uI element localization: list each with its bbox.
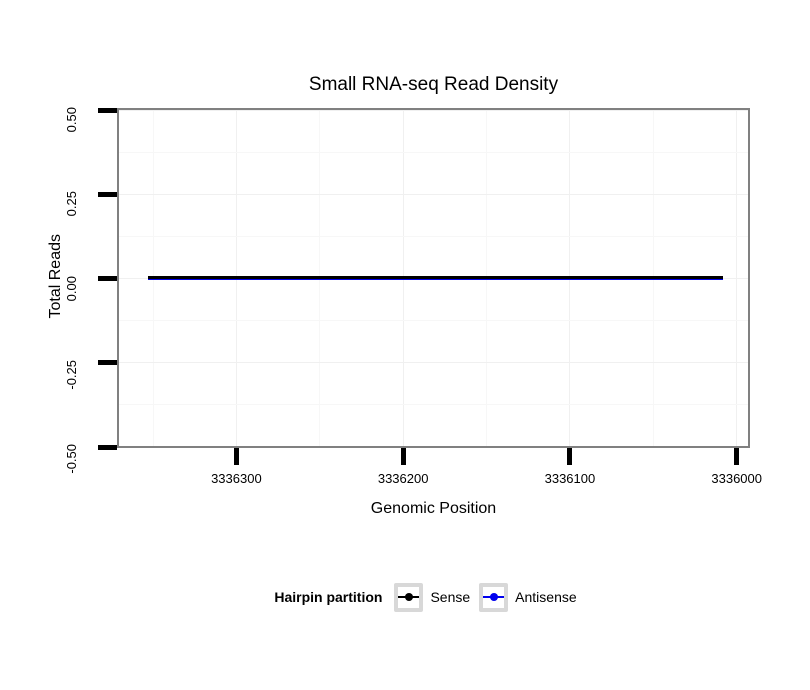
y-minor-gridline bbox=[117, 320, 750, 322]
y-tick bbox=[98, 360, 117, 366]
series-line-antisense bbox=[148, 277, 724, 280]
legend-entry-antisense: Antisense bbox=[479, 582, 577, 612]
y-tick bbox=[98, 276, 117, 281]
x-tick bbox=[233, 448, 239, 465]
y-tick-label: 0.00 bbox=[64, 275, 79, 301]
y-major-gridline bbox=[117, 109, 750, 111]
y-minor-gridline bbox=[117, 235, 750, 237]
sense-point-icon bbox=[404, 593, 413, 601]
y-major-gridline bbox=[117, 362, 750, 364]
y-tick-label: -0.50 bbox=[64, 444, 79, 474]
x-tick bbox=[734, 448, 740, 465]
y-tick bbox=[98, 191, 117, 197]
y-minor-gridline bbox=[117, 404, 750, 406]
x-tick-label: 3336100 bbox=[544, 471, 596, 486]
legend-entry-sense: Sense bbox=[394, 582, 471, 612]
y-tick-label: 0.50 bbox=[64, 107, 79, 133]
x-tick-label: 3336200 bbox=[377, 471, 429, 486]
chart-title: Small RNA-seq Read Density bbox=[308, 74, 559, 95]
series-line-sense bbox=[148, 276, 724, 279]
y-major-gridline bbox=[117, 193, 750, 195]
y-tick bbox=[98, 444, 117, 450]
legend-key-antisense bbox=[479, 582, 509, 612]
y-tick bbox=[98, 107, 117, 113]
legend-label-antisense: Antisense bbox=[515, 589, 577, 605]
legend: Hairpin partition Sense Antisense bbox=[0, 582, 810, 612]
x-axis-title: Genomic Position bbox=[370, 500, 497, 517]
y-tick-label: 0.25 bbox=[64, 191, 79, 217]
x-tick bbox=[400, 448, 406, 465]
y-minor-gridline bbox=[117, 151, 750, 153]
y-axis-title: Total Reads bbox=[47, 234, 64, 319]
legend-title: Hairpin partition bbox=[274, 589, 383, 605]
x-tick bbox=[567, 448, 573, 465]
legend-key-sense bbox=[394, 582, 424, 612]
legend-label-sense: Sense bbox=[430, 589, 471, 605]
antisense-point-icon bbox=[489, 593, 498, 601]
x-tick-label: 3336000 bbox=[711, 471, 762, 486]
y-tick-label: -0.25 bbox=[64, 359, 79, 390]
x-tick-label: 3336300 bbox=[211, 471, 262, 486]
